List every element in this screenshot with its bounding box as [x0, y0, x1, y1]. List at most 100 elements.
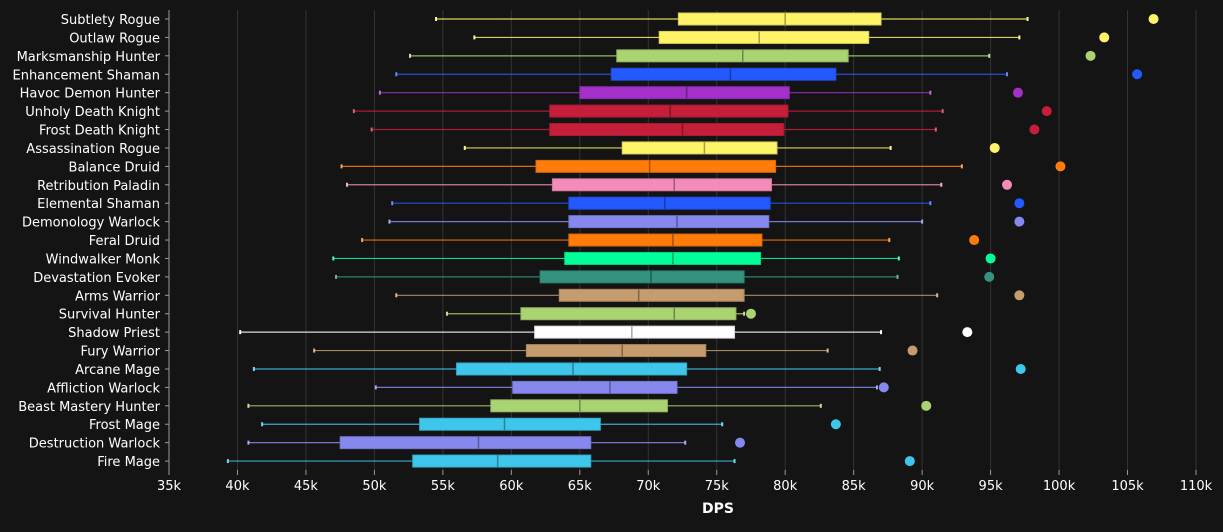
x-tick-label: 60k [499, 479, 524, 494]
box-row [226, 454, 915, 468]
y-category-label: Destruction Warlock [29, 437, 161, 452]
box-iqr [512, 380, 678, 394]
outlier-point [735, 437, 746, 448]
box-iqr [568, 233, 763, 247]
outlier-point [969, 235, 980, 246]
x-tick-label: 85k [842, 479, 867, 494]
outlier-point [1002, 179, 1013, 190]
outlier-point [985, 253, 996, 264]
outlier-point [1041, 106, 1052, 117]
y-category-label: Demonology Warlock [22, 216, 161, 231]
box-iqr [534, 325, 736, 339]
box-row [388, 215, 1025, 229]
y-category-label: Shadow Priest [68, 326, 160, 341]
y-category-label: Affliction Warlock [47, 381, 160, 396]
box-iqr [658, 30, 870, 44]
x-tick-label: 90k [910, 479, 935, 494]
box-row [435, 12, 1159, 26]
box-row [247, 436, 746, 450]
box-iqr [677, 12, 882, 26]
box-iqr [525, 344, 707, 358]
box-iqr [539, 270, 745, 284]
box-iqr [579, 86, 790, 100]
x-tick-label: 50k [362, 479, 387, 494]
box-iqr [549, 104, 789, 118]
y-category-label: Devastation Evoker [33, 271, 160, 286]
y-category-label: Arms Warrior [75, 289, 161, 304]
box-iqr [549, 123, 785, 137]
y-category-label: Balance Druid [69, 160, 160, 175]
box-iqr [339, 436, 592, 450]
outlier-point [962, 327, 973, 338]
outlier-point [921, 400, 932, 411]
x-tick-label: 70k [636, 479, 661, 494]
box-row [361, 233, 980, 247]
box-row [346, 178, 1013, 192]
box-iqr [558, 288, 745, 302]
x-tick-label: 65k [568, 479, 593, 494]
label-layer: Subtlety Rogue Outlaw Rogue Marksmanship H… [12, 13, 160, 470]
box-iqr [568, 196, 771, 210]
x-tick-label: 100k [1043, 479, 1076, 494]
y-category-label: Elemental Shaman [37, 197, 160, 212]
y-category-label: Fire Mage [97, 455, 160, 470]
outlier-point [1029, 124, 1040, 135]
box-row [374, 380, 889, 394]
box-row [332, 251, 996, 265]
y-category-label: Feral Druid [89, 234, 160, 249]
outlier-point [1099, 32, 1110, 43]
y-category-label: Fury Warrior [80, 345, 160, 360]
x-tick-label: 40k [225, 479, 250, 494]
box-iqr [535, 159, 777, 173]
y-category-label: Survival Hunter [59, 308, 161, 323]
x-tick-label: 45k [294, 479, 319, 494]
box-iqr [616, 49, 849, 63]
box-row [261, 417, 841, 431]
outlier-point [1014, 290, 1025, 301]
box-iqr [621, 141, 778, 155]
outlier-point [878, 382, 889, 393]
x-tick-label: 110k [1180, 479, 1213, 494]
box-row [370, 123, 1040, 137]
box-row [445, 307, 756, 321]
box-iqr [412, 454, 592, 468]
box-row [335, 270, 995, 284]
box-iqr [551, 178, 773, 192]
box-row [409, 49, 1096, 63]
box-row [378, 86, 1023, 100]
y-category-label: Arcane Mage [75, 363, 160, 378]
box-row [313, 344, 918, 358]
outlier-point [984, 271, 995, 282]
outlier-point [1015, 363, 1026, 374]
y-category-label: Beast Mastery Hunter [18, 400, 160, 415]
y-category-label: Enhancement Shaman [12, 68, 160, 83]
outlier-point [1148, 14, 1159, 24]
outlier-point [989, 142, 1000, 153]
y-category-label: Havoc Demon Hunter [20, 87, 161, 102]
outlier-point [1055, 161, 1066, 172]
x-tick-label: 105k [1111, 479, 1144, 494]
outlier-point [1014, 216, 1025, 227]
outlier-point [830, 419, 841, 430]
outlier-point [907, 345, 918, 356]
box-iqr [568, 215, 770, 229]
y-category-label: Marksmanship Hunter [17, 50, 161, 65]
box-iqr [419, 417, 601, 431]
outlier-point [1132, 69, 1143, 80]
box-row [463, 141, 1000, 155]
outlier-point [745, 308, 756, 319]
box-row [239, 325, 973, 339]
x-tick-label: 95k [979, 479, 1004, 494]
outlier-point [1085, 50, 1096, 61]
box-row [395, 288, 1025, 302]
box-row [473, 30, 1110, 44]
box-row [247, 399, 932, 413]
outlier-point [1014, 198, 1025, 209]
box-row [395, 67, 1143, 81]
x-axis-title: DPS [702, 501, 734, 517]
y-category-label: Unholy Death Knight [25, 105, 160, 120]
axis-layer: 35k 40k 45k 50k 55k 60k 65k 70k 75k 80k 85k 90k 95k 1… [157, 10, 1213, 494]
outlier-point [904, 456, 915, 467]
